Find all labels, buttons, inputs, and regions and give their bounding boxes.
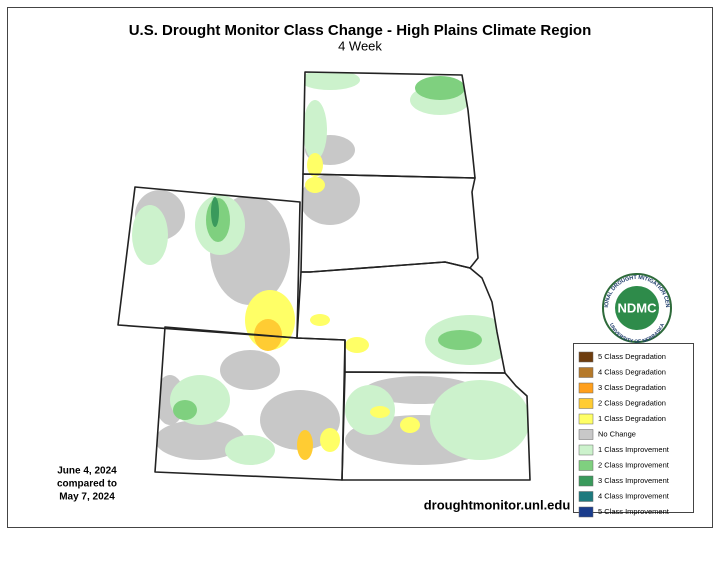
legend-label: 3 Class Degradation bbox=[598, 383, 666, 392]
legend-box bbox=[573, 343, 694, 513]
legend-label: 3 Class Improvement bbox=[598, 476, 670, 485]
legend-label: 2 Class Degradation bbox=[598, 398, 666, 407]
legend-swatch bbox=[578, 367, 594, 378]
legend-swatch bbox=[578, 460, 594, 471]
logo-name: NDMC bbox=[618, 300, 658, 315]
date-line: compared to bbox=[57, 479, 117, 490]
legend-label: 4 Class Improvement bbox=[598, 491, 670, 500]
legend-swatch bbox=[578, 382, 594, 394]
legend-label: 5 Class Improvement bbox=[598, 507, 670, 516]
legend-swatch bbox=[578, 506, 594, 518]
legend: 5 Class Degradation 4 Class Degradation 3 … bbox=[578, 351, 670, 518]
legend-swatch bbox=[578, 444, 594, 456]
legend-swatch bbox=[578, 491, 594, 502]
legend-label: 1 Class Improvement bbox=[598, 445, 670, 454]
date-line: June 4, 2024 bbox=[57, 466, 117, 477]
legend-label: No Change bbox=[598, 429, 636, 438]
legend-swatch bbox=[578, 398, 594, 409]
legend-label: 2 Class Improvement bbox=[598, 460, 670, 469]
legend-swatch bbox=[578, 475, 594, 487]
date-line: May 7, 2024 bbox=[59, 492, 115, 503]
legend-label: 1 Class Degradation bbox=[598, 414, 666, 423]
legend-swatch bbox=[578, 351, 594, 363]
subtitle: 4 Week bbox=[338, 38, 382, 53]
legend-swatch bbox=[578, 413, 594, 425]
legend-label: 4 Class Degradation bbox=[598, 367, 666, 376]
state-borders bbox=[117, 71, 531, 481]
website: droughtmonitor.unl.edu bbox=[424, 497, 571, 512]
legend-swatch bbox=[578, 429, 594, 440]
legend-label: 5 Class Degradation bbox=[598, 352, 666, 361]
title: U.S. Drought Monitor Class Change - High… bbox=[129, 22, 592, 39]
